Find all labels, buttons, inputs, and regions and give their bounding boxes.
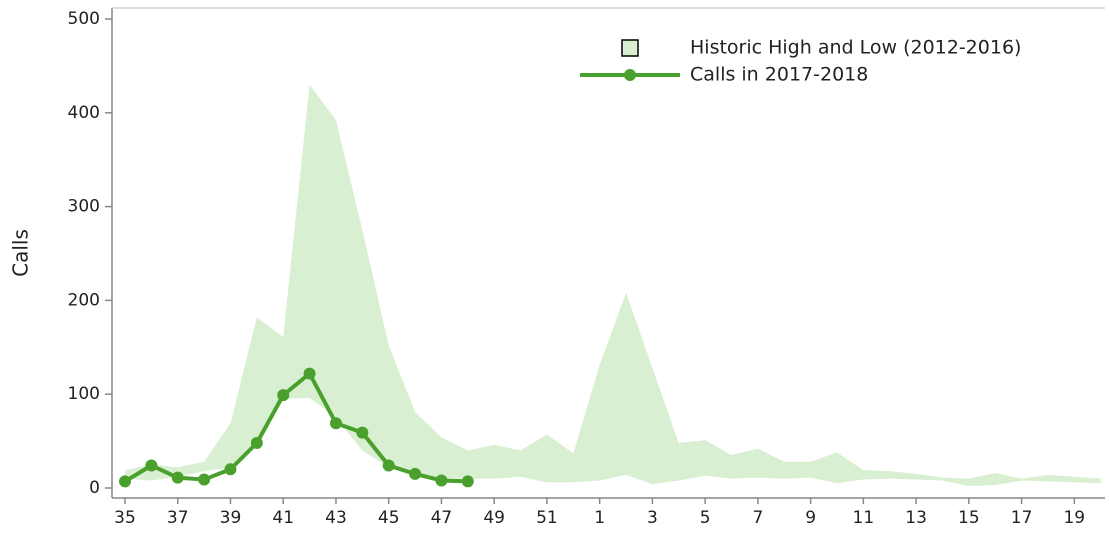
point <box>435 474 448 487</box>
range-area <box>125 84 1101 487</box>
legend-label: Historic High and Low (2012-2016) <box>690 37 1021 59</box>
x-tick-label: 19 <box>1063 508 1085 528</box>
x-tick-label: 49 <box>483 508 505 528</box>
point <box>356 426 369 439</box>
x-tick-label: 17 <box>1011 508 1033 528</box>
x-tick-label: 51 <box>536 508 558 528</box>
point <box>145 459 158 472</box>
point <box>277 389 290 402</box>
point <box>250 436 263 449</box>
x-tick-label: 37 <box>167 508 189 528</box>
x-tick-label: 3 <box>647 508 658 528</box>
point <box>224 463 237 476</box>
y-tick-label: 300 <box>68 197 100 217</box>
y-tick-label: 400 <box>68 103 100 123</box>
point <box>329 417 342 430</box>
point <box>119 475 131 488</box>
legend-marker <box>624 69 636 81</box>
point <box>461 475 474 488</box>
legend-label: Calls in 2017-2018 <box>690 64 868 86</box>
x-tick-label: 43 <box>325 508 347 528</box>
legend-swatch <box>621 39 639 57</box>
y-tick-label: 500 <box>68 9 100 29</box>
y-tick-label: 0 <box>89 478 100 498</box>
y-axis-label: Calls <box>9 229 33 277</box>
x-tick-label: 47 <box>431 508 453 528</box>
x-tick-label: 13 <box>905 508 927 528</box>
y-tick-label: 200 <box>68 290 100 310</box>
x-tick-label: 15 <box>958 508 980 528</box>
x-tick-label: 5 <box>700 508 711 528</box>
point <box>382 459 395 472</box>
point <box>409 467 422 480</box>
x-tick-label: 39 <box>220 508 242 528</box>
point <box>198 473 211 486</box>
x-tick-label: 35 <box>114 508 136 528</box>
x-tick-label: 7 <box>752 508 763 528</box>
x-tick-label: 41 <box>272 508 294 528</box>
x-tick-label: 1 <box>594 508 605 528</box>
x-tick-label: 11 <box>853 508 875 528</box>
point <box>303 367 316 380</box>
x-tick-label: 45 <box>378 508 400 528</box>
x-tick-label: 9 <box>805 508 816 528</box>
y-tick-label: 100 <box>68 384 100 404</box>
point <box>171 471 184 484</box>
